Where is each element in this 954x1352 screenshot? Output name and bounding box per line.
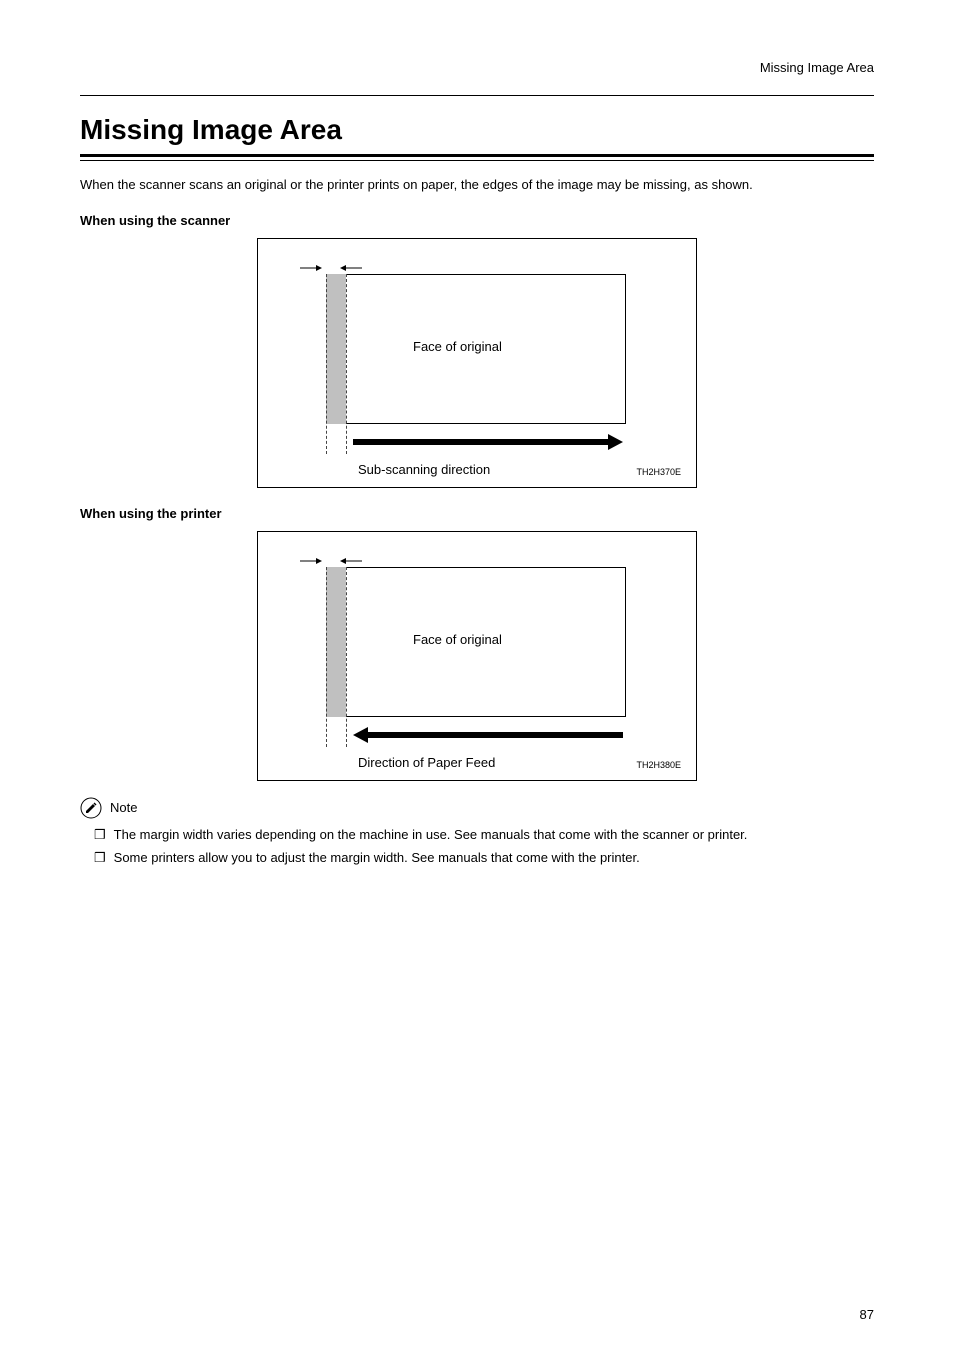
direction-label-printer: Direction of Paper Feed — [358, 755, 495, 770]
dashed-line-right — [346, 567, 347, 747]
note-label: Note — [110, 800, 137, 815]
bullet-marker-icon: ❒ — [94, 848, 106, 868]
divider-thin-top — [80, 95, 874, 96]
direction-label-scanner: Sub-scanning direction — [358, 462, 490, 477]
missing-area-strip — [326, 274, 346, 424]
page-number: 87 — [860, 1307, 874, 1322]
small-arrow-right-icon — [300, 263, 322, 273]
note-header: Note — [80, 797, 874, 819]
small-arrow-left-icon — [340, 263, 362, 273]
pencil-icon — [80, 797, 102, 819]
diagram-scanner: Face of original Sub-scanning direction … — [257, 238, 697, 488]
direction-arrow-left-icon — [353, 727, 623, 743]
intro-text: When the scanner scans an original or th… — [80, 175, 874, 195]
divider-thin-bottom — [80, 160, 874, 161]
bullet-marker-icon: ❒ — [94, 825, 106, 845]
diagram-printer: Face of original Direction of Paper Feed… — [257, 531, 697, 781]
note-bullet-2: ❒ Some printers allow you to adjust the … — [94, 848, 874, 868]
small-arrow-left-icon — [340, 556, 362, 566]
section-title: Missing Image Area — [80, 114, 874, 146]
divider-thick — [80, 154, 874, 157]
dashed-line-left — [326, 274, 327, 454]
direction-arrow-right-icon — [353, 434, 623, 450]
dashed-line-right — [346, 274, 347, 454]
small-arrow-right-icon — [300, 556, 322, 566]
note-bullet-1-text: The margin width varies depending on the… — [114, 825, 748, 845]
diagram-id-scanner: TH2H370E — [636, 467, 681, 477]
dashed-line-left — [326, 567, 327, 747]
note-bullet-1: ❒ The margin width varies depending on t… — [94, 825, 874, 845]
face-of-original-label: Face of original — [413, 339, 502, 354]
face-of-original-label: Face of original — [413, 632, 502, 647]
page-header-right: Missing Image Area — [80, 60, 874, 75]
note-bullet-2-text: Some printers allow you to adjust the ma… — [114, 848, 640, 868]
diagram-id-printer: TH2H380E — [636, 760, 681, 770]
missing-area-strip — [326, 567, 346, 717]
subsection-title-printer: When using the printer — [80, 506, 874, 521]
subsection-title-scanner: When using the scanner — [80, 213, 874, 228]
